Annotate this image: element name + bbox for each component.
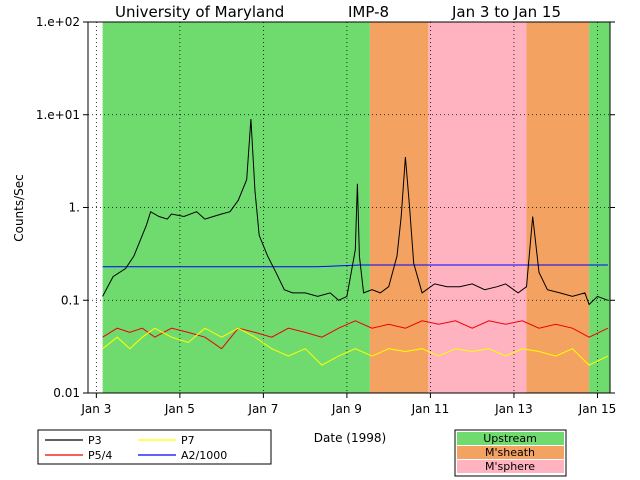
chart-title: University of Maryland IMP-8 Jan 3 to Ja…	[115, 3, 561, 21]
x-axis: Jan 3 Jan 5 Jan 7 Jan 9 Jan 11 Jan 13 Jan 15	[80, 393, 616, 416]
title-spacecraft: IMP-8	[348, 3, 389, 21]
series-line-p7	[102, 327, 609, 366]
y-tick-label: 1.	[69, 201, 80, 215]
data-series	[102, 118, 609, 366]
series-line-a2-1000	[102, 264, 608, 268]
y-axis: 0.01 0.1 1. 1.e+01 1.e+02	[36, 15, 615, 400]
y-tick-label: 0.01	[53, 386, 80, 400]
x-tick-label: Jan 3	[80, 402, 111, 416]
region-legend-label: Upstream	[483, 432, 537, 445]
x-tick-label: Jan 7	[247, 402, 278, 416]
region-band	[526, 22, 590, 393]
title-date-range: Jan 3 to Jan 15	[451, 3, 561, 21]
series-line-p3	[102, 118, 609, 306]
x-tick-label: Jan 13	[494, 402, 533, 416]
y-tick-label: 1.e+02	[36, 15, 80, 29]
region-legend-label: M'sphere	[485, 460, 535, 473]
series-legend-label: P5/4	[88, 449, 112, 462]
x-tick-label: Jan 15	[578, 402, 617, 416]
y-tick-label: 0.1	[61, 293, 80, 307]
region-legend-swatch	[457, 432, 564, 445]
y-tick-label: 1.e+01	[36, 108, 80, 122]
region-legend-swatch	[457, 446, 564, 459]
region-band	[428, 22, 527, 393]
title-institution: University of Maryland	[115, 3, 284, 21]
series-legend-label: P7	[181, 434, 195, 447]
series-legend-box	[37, 429, 272, 465]
region-band	[369, 22, 429, 393]
series-legend: P3 P7 P5/4 A2/1000	[37, 429, 272, 465]
series-legend-label: P3	[88, 434, 102, 447]
grid-lines	[88, 22, 610, 393]
x-tick-label: Jan 9	[331, 402, 362, 416]
series-legend-label: A2/1000	[181, 449, 227, 462]
y-axis-label: Counts/Sec	[12, 174, 26, 242]
region-legend-label: M'sheath	[485, 446, 535, 459]
x-tick-label: Jan 5	[164, 402, 195, 416]
x-axis-label: Date (1998)	[314, 431, 386, 445]
x-tick-label: Jan 11	[411, 402, 450, 416]
series-line-p5-4	[102, 320, 609, 350]
region-legend-swatch	[457, 460, 564, 473]
